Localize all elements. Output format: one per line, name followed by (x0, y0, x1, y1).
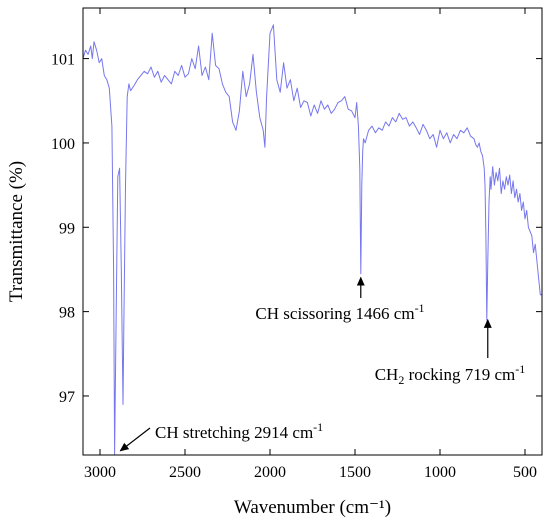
annotation-ch-stretching-arrow (119, 427, 151, 452)
x-tick-label: 2000 (254, 464, 286, 481)
y-tick-label: 100 (51, 136, 75, 153)
y-tick-label: 99 (59, 220, 75, 237)
series-line-0 (83, 24, 542, 455)
y-axis-title: Transmittance (%) (6, 161, 27, 302)
y-tick-label: 101 (51, 52, 75, 69)
annotation-ch-stretching-label: CH stretching 2914 cm-1 (155, 420, 323, 442)
x-tick-label: 2500 (169, 464, 201, 481)
x-tick-label: 500 (513, 464, 537, 481)
y-tick-label: 97 (59, 389, 75, 406)
annotation-ch-scissoring-label: CH scissoring 1466 cm-1 (255, 301, 424, 323)
x-tick-label: 1000 (424, 464, 456, 481)
annotation-ch2-rocking-label: CH2 rocking 719 cm-1 (375, 362, 526, 387)
y-tick-label: 98 (59, 305, 75, 322)
x-axis-title: Wavenumber (cm⁻¹) (234, 497, 391, 518)
plot-frame (82, 7, 543, 456)
x-tick-label: 1500 (339, 464, 371, 481)
x-tick-label: 3000 (84, 464, 116, 481)
